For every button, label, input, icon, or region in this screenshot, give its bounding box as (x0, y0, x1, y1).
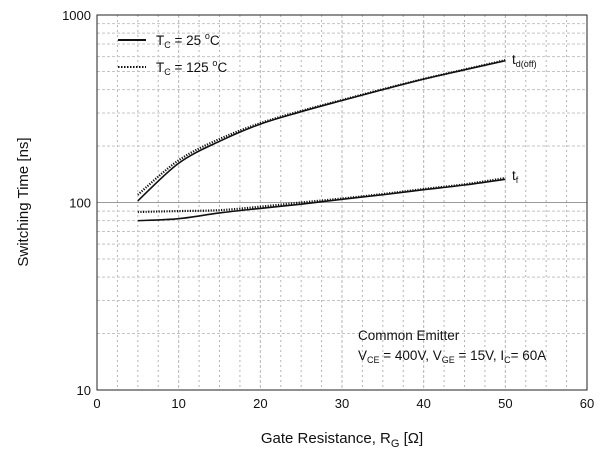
series-line-tdoff-dotted (137, 58, 506, 196)
legend: TC = 25 oC TC = 125 oC (118, 31, 227, 77)
x-tick-label: 50 (498, 396, 512, 411)
plot-frame (96, 14, 588, 391)
curve-label-tdoff: td(off) (512, 52, 537, 69)
y-tick-label: 1000 (62, 8, 91, 23)
annotation-line-1: Common Emitter (358, 328, 460, 343)
x-tick-label: 30 (335, 396, 349, 411)
series-line-tf-dotted (137, 176, 506, 214)
x-tick-label: 40 (416, 396, 430, 411)
legend-label-25c: TC = 25 oC (156, 31, 220, 50)
y-tick-label: 10 (77, 383, 91, 398)
x-tick-label: 20 (253, 396, 267, 411)
x-tick-label: 0 (93, 396, 100, 411)
series-layer (137, 58, 506, 222)
annotation-line-2: VCE = 400V, VGE = 15V, IC= 60A (358, 348, 546, 365)
x-tick-label: 60 (580, 396, 594, 411)
curve-label-tf: tf (512, 168, 519, 185)
y-tick-label: 100 (69, 196, 91, 211)
x-axis-label: Gate Resistance, RG [Ω] (261, 430, 423, 450)
legend-label-125c: TC = 125 oC (156, 58, 227, 77)
y-axis-label: Switching Time [ns] (15, 137, 32, 266)
x-tick-label: 10 (171, 396, 185, 411)
